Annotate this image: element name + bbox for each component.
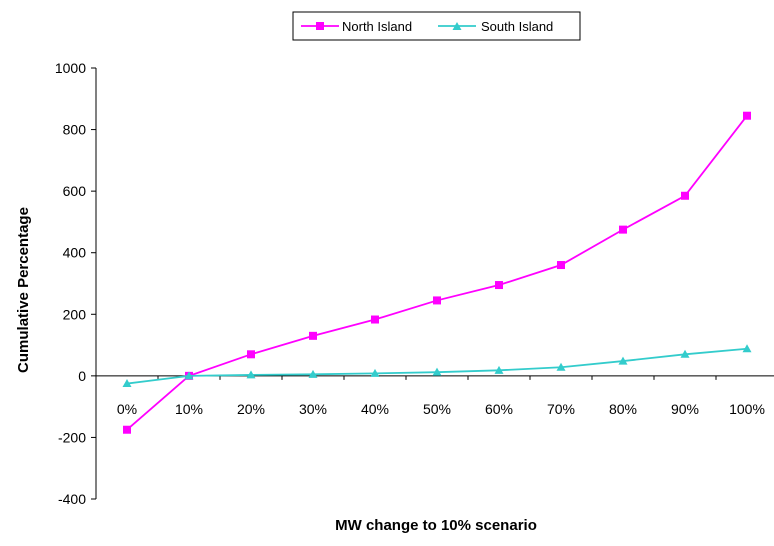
data-point-north-island-80 <box>619 225 627 234</box>
legend-marker-north-island <box>316 22 324 30</box>
series-layer <box>122 111 752 434</box>
data-point-north-island-60 <box>495 281 503 290</box>
x-tick-label-70: 70% <box>547 401 575 417</box>
x-tick-label-100: 100% <box>729 401 765 417</box>
data-point-north-island-70 <box>557 261 565 270</box>
y-tick-label: -200 <box>58 429 86 445</box>
data-point-south-island-10 <box>184 371 194 380</box>
data-point-north-island-50 <box>433 296 441 305</box>
x-tick-label-10: 10% <box>175 401 203 417</box>
y-tick-label: 400 <box>63 245 87 261</box>
data-point-south-island-100 <box>742 344 752 353</box>
data-point-north-island-20 <box>247 350 255 359</box>
legend-box <box>292 11 581 41</box>
data-point-south-island-20 <box>246 370 256 379</box>
data-point-south-island-30 <box>308 369 318 378</box>
data-point-south-island-40 <box>370 368 380 377</box>
series-north-island <box>123 111 751 434</box>
data-point-south-island-60 <box>494 365 504 374</box>
legend-label-north-island: North Island <box>342 19 412 34</box>
x-axis-ticks: 0% 10% 20% 30% 40% 50% 60% 70% 80% 90% 100% <box>117 375 765 417</box>
x-tick-label-30: 30% <box>299 401 327 417</box>
x-tick-label-0: 0% <box>117 401 137 417</box>
y-tick-label: 600 <box>63 183 87 199</box>
data-point-south-island-50 <box>432 367 442 376</box>
series-south-island <box>122 344 752 388</box>
y-tick-label: 200 <box>63 306 87 322</box>
data-point-south-island-0 <box>122 379 132 388</box>
y-tick-label: 1000 <box>55 60 86 76</box>
x-tick-label-40: 40% <box>361 401 389 417</box>
legend-item-south-island: South Island <box>438 19 553 34</box>
data-point-north-island-0 <box>123 425 131 434</box>
y-axis-ticks: -400 -200 0 200 400 600 800 1000 <box>55 60 96 507</box>
data-point-south-island-80 <box>618 356 628 365</box>
y-tick-label: -400 <box>58 491 86 507</box>
y-axis-title: Cumulative Percentage <box>15 207 32 373</box>
x-tick-label-80: 80% <box>609 401 637 417</box>
data-point-north-island-100 <box>743 111 751 120</box>
data-point-north-island-40 <box>371 315 379 324</box>
data-point-north-island-90 <box>681 191 689 200</box>
data-point-south-island-90 <box>680 349 690 358</box>
legend: North Island South Island <box>292 11 581 41</box>
legend-item-north-island: North Island <box>301 19 412 34</box>
series-line-north-island <box>126 115 748 431</box>
x-tick-label-90: 90% <box>671 401 699 417</box>
y-tick-label: 0 <box>78 368 86 384</box>
x-tick-label-50: 50% <box>423 401 451 417</box>
legend-marker-south-island <box>452 22 462 30</box>
x-tick-label-20: 20% <box>237 401 265 417</box>
data-point-north-island-30 <box>309 331 317 340</box>
x-axis-title: MW change to 10% scenario <box>335 517 537 534</box>
data-point-south-island-70 <box>556 362 566 371</box>
x-tick-label-60: 60% <box>485 401 513 417</box>
legend-label-south-island: South Island <box>481 19 553 34</box>
y-tick-label: 800 <box>63 122 87 138</box>
